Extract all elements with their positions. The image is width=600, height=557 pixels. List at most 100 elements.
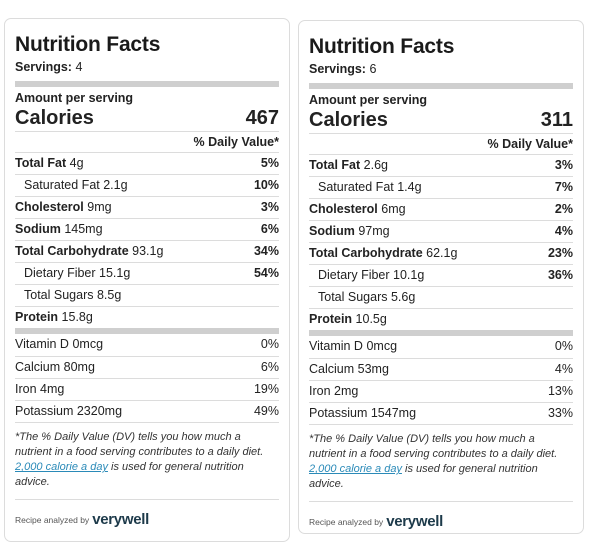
nutrient-name: Dietary Fiber: [24, 266, 96, 280]
micronutrient-row: Potassium 1547mg 33%: [309, 402, 573, 424]
micronutrient-name-cell: Iron 4mg: [15, 379, 64, 400]
nutrient-name: Cholesterol: [309, 202, 378, 216]
nutrient-row: Cholesterol 9mg 3%: [15, 196, 279, 218]
nutrient-name-cell: Total Fat 2.6g: [309, 155, 388, 176]
nutrient-daily-value: 7%: [554, 180, 573, 194]
nutrient-name-cell: Saturated Fat 2.1g: [15, 175, 128, 196]
nutrient-daily-value: 36%: [547, 268, 573, 282]
analyzed-by-row: Recipe analyzed by verywell: [15, 499, 279, 528]
nutrient-amount: 62.1g: [426, 246, 458, 260]
micronutrient-row: Calcium 53mg 4%: [309, 358, 573, 380]
servings-label: Servings:: [309, 62, 366, 76]
nutrient-row: Total Carbohydrate 93.1g 34%: [15, 240, 279, 262]
daily-value-header: % Daily Value*: [487, 137, 573, 151]
nutrient-name: Protein: [15, 310, 59, 324]
micronutrient-row: Iron 4mg 19%: [15, 378, 279, 400]
micronutrient-row: Potassium 2320mg 49%: [15, 400, 279, 422]
micronutrient-name: Vitamin D: [15, 337, 69, 351]
nutrient-row: Total Sugars 8.5g: [15, 284, 279, 306]
nutrient-daily-value: 2%: [554, 202, 573, 216]
micronutrient-daily-value: 49%: [253, 404, 279, 418]
nutrient-name: Total Sugars: [318, 290, 388, 304]
micronutrient-row: Calcium 80mg 6%: [15, 356, 279, 378]
calories-value: 467: [245, 107, 279, 129]
nutrient-daily-value: 23%: [547, 246, 573, 260]
nutrient-name: Cholesterol: [15, 200, 84, 214]
nutrient-row: Protein 10.5g: [309, 308, 573, 330]
nutrient-row: Total Sugars 5.6g: [309, 286, 573, 308]
micronutrient-amount: 2320mg: [76, 404, 123, 418]
micronutrient-name: Potassium: [309, 406, 368, 420]
nutrient-name: Total Fat: [15, 156, 67, 170]
nutrient-name: Saturated Fat: [24, 178, 100, 192]
nutrient-row: Total Fat 2.6g 3%: [309, 154, 573, 176]
micronutrient-row: Vitamin D 0mcg 0%: [309, 336, 573, 358]
nutrient-daily-value: 5%: [260, 156, 279, 170]
card-title: Nutrition Facts: [15, 33, 161, 56]
calorie-a-day-link[interactable]: 2,000 calorie a day: [309, 463, 402, 475]
nutrient-amount: 5.6g: [390, 290, 416, 304]
nutrient-row: Total Fat 4g 5%: [15, 152, 279, 174]
amount-per-serving: Amount per serving: [309, 93, 428, 107]
nutrient-amount: 2.1g: [103, 178, 128, 192]
card-title: Nutrition Facts: [309, 35, 455, 58]
nutrient-row: Sodium 145mg 6%: [15, 218, 279, 240]
nutrient-name: Total Fat: [309, 158, 361, 172]
calorie-a-day-link[interactable]: 2,000 calorie a day: [15, 461, 108, 473]
verywell-logo: verywell: [92, 511, 149, 528]
micronutrient-daily-value: 6%: [260, 360, 279, 374]
calories-row: Calories 311: [309, 108, 573, 134]
footnote-text: *The % Daily Value (DV) tells you how mu…: [309, 433, 558, 460]
nutrient-amount: 15.1g: [99, 266, 131, 280]
nutrient-name-cell: Sodium 145mg: [15, 219, 103, 240]
micronutrient-name-cell: Calcium 80mg: [15, 357, 95, 378]
nutrient-row: Saturated Fat 2.1g 10%: [15, 174, 279, 196]
verywell-logo: verywell: [386, 513, 443, 530]
nutrient-row: Dietary Fiber 15.1g 54%: [15, 262, 279, 284]
analyzed-by-label: Recipe analyzed by: [15, 514, 90, 525]
nutrient-name-cell: Cholesterol 6mg: [309, 199, 406, 220]
analyzed-by-row: Recipe analyzed by verywell: [309, 501, 573, 530]
nutrient-name: Total Carbohydrate: [309, 246, 423, 260]
micronutrient-daily-value: 13%: [547, 384, 573, 398]
nutrient-amount: 6mg: [381, 202, 406, 216]
nutrient-daily-value: 54%: [253, 266, 279, 280]
micronutrient-daily-value: 0%: [554, 339, 573, 353]
daily-value-header: % Daily Value*: [193, 135, 279, 149]
nutrient-name-cell: Sodium 97mg: [309, 221, 390, 242]
nutrient-daily-value: 3%: [260, 200, 279, 214]
micronutrient-amount: 1547mg: [370, 406, 417, 420]
micronutrient-name-cell: Calcium 53mg: [309, 359, 389, 380]
nutrient-amount: 4g: [69, 156, 84, 170]
micronutrient-daily-value: 0%: [260, 337, 279, 351]
nutrient-amount: 15.8g: [61, 310, 93, 324]
micronutrient-daily-value: 33%: [547, 406, 573, 420]
micronutrient-name: Calcium: [15, 360, 61, 374]
nutrient-name-cell: Saturated Fat 1.4g: [309, 177, 422, 198]
nutrient-name: Saturated Fat: [318, 180, 394, 194]
nutrient-amount: 1.4g: [397, 180, 422, 194]
micronutrient-name: Potassium: [15, 404, 74, 418]
micronutrient-daily-value: 4%: [554, 362, 573, 376]
nutrient-name: Protein: [309, 312, 353, 326]
nutrient-amount: 145mg: [64, 222, 103, 236]
micronutrient-name-cell: Iron 2mg: [309, 381, 358, 402]
nutrient-name-cell: Total Fat 4g: [15, 153, 84, 174]
micronutrient-amount: 53mg: [357, 362, 389, 376]
nutrient-name: Dietary Fiber: [318, 268, 390, 282]
nutrient-name-cell: Protein 15.8g: [15, 307, 93, 328]
nutrient-name-cell: Protein 10.5g: [309, 309, 387, 330]
nutrient-amount: 93.1g: [132, 244, 164, 258]
divider: [15, 81, 279, 87]
servings-line: Servings: 6: [309, 60, 573, 78]
servings-value: 6: [369, 62, 377, 76]
micronutrient-amount: 0mcg: [72, 337, 104, 351]
micronutrient-amount: 80mg: [63, 360, 95, 374]
footnote-text-end: is used for general nutrition advice.: [309, 463, 538, 490]
nutrient-daily-value: 4%: [554, 224, 573, 238]
nutrient-name: Sodium: [309, 224, 355, 238]
servings-line: Servings: 4: [15, 58, 279, 76]
nutrient-row: Cholesterol 6mg 2%: [309, 198, 573, 220]
calories-row: Calories 467: [15, 106, 279, 132]
calories-label: Calories: [15, 107, 94, 129]
